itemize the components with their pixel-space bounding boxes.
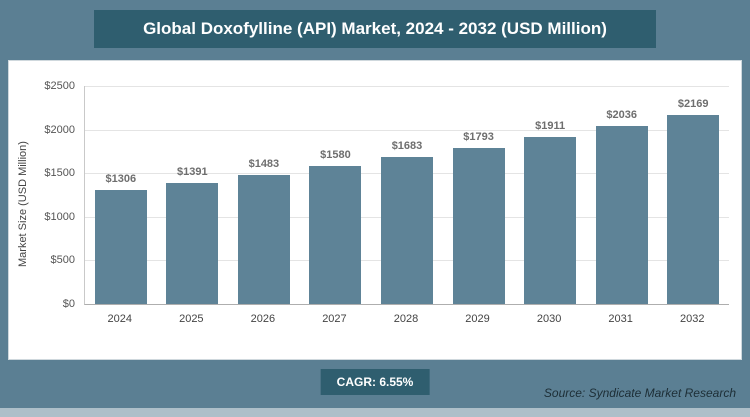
y-tick-label: $500 [50, 254, 75, 267]
bar-2024 [94, 190, 147, 304]
x-tick-label: 2032 [679, 313, 705, 325]
bar-value-label: $1391 [177, 165, 208, 178]
y-tick-label: $1500 [44, 167, 75, 180]
plot-area: $1306 $1391 $1483 $1580 $1683 $1793 $1911 $2036… [84, 86, 729, 305]
bar-2028 [381, 157, 433, 304]
y-axis-title: Market Size (USD Million) [17, 141, 29, 267]
x-tick-label: 2027 [322, 313, 347, 325]
x-tick-label: 2025 [179, 313, 204, 325]
x-tick-label: 2026 [250, 313, 276, 325]
bar-value-label: $1306 [105, 173, 137, 186]
bar-value-label: $2036 [606, 109, 637, 122]
bar-2026 [237, 174, 290, 304]
bar-2025 [166, 182, 219, 304]
chart-title: Global Doxofylline (API) Market, 2024 - … [143, 19, 607, 38]
bar-value-label: $1483 [248, 157, 280, 170]
bar-2029 [452, 147, 505, 304]
y-tick-label: $2000 [44, 123, 75, 136]
chart-panel: Market Size (USD Million) $1306 $1391 $148… [8, 60, 742, 360]
gridline [85, 129, 729, 131]
bar-2031 [595, 126, 648, 304]
bar-value-label: $2169 [677, 97, 709, 110]
bar-2032 [667, 114, 720, 304]
bar-value-label: $1911 [535, 120, 566, 133]
bar-value-label: $1683 [391, 140, 423, 153]
cagr-badge: CAGR: 6.55% [320, 369, 430, 395]
y-tick-label: $2500 [44, 80, 75, 92]
x-tick-label: 2031 [608, 313, 633, 325]
x-tick-label: 2028 [393, 313, 419, 325]
x-tick-label: 2030 [536, 313, 562, 325]
bar-2030 [524, 137, 577, 304]
gridline [85, 86, 729, 87]
source-text: Source: Syndicate Market Research [543, 386, 736, 400]
x-tick-label: 2024 [107, 313, 133, 325]
bar-2027 [309, 166, 362, 304]
bottom-strip [0, 408, 750, 417]
y-tick-label: $1000 [44, 210, 75, 223]
bar-value-label: $1580 [320, 149, 351, 162]
bar-value-label: $1793 [463, 130, 494, 143]
chart-title-bar: Global Doxofylline (API) Market, 2024 - … [94, 10, 656, 48]
x-tick-label: 2029 [465, 313, 490, 325]
y-tick-label: $0 [62, 298, 75, 310]
